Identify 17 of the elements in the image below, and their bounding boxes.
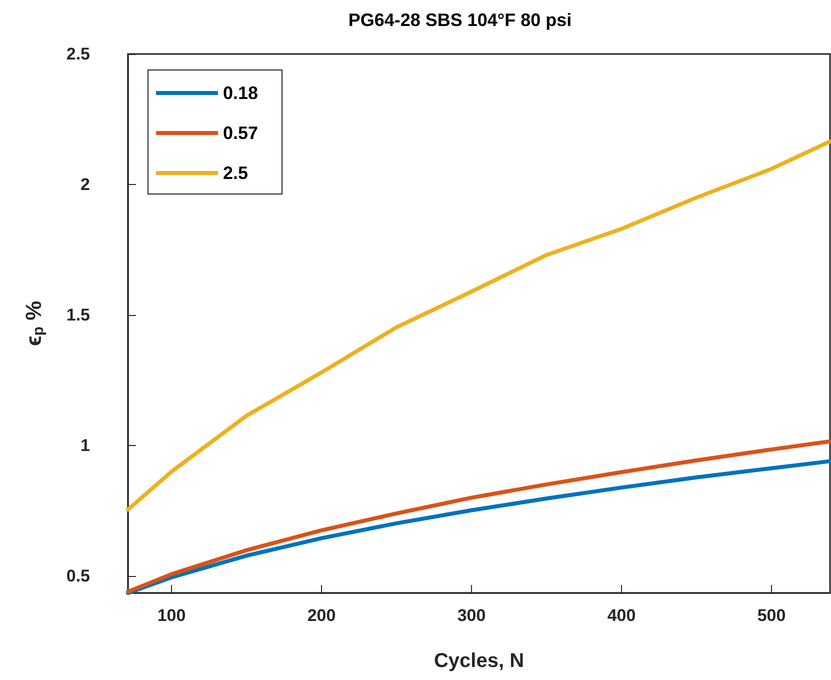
x-tick-label: 300 xyxy=(457,606,486,625)
legend-label: 0.57 xyxy=(223,123,258,143)
x-tick-label: 100 xyxy=(157,606,186,625)
y-tick-label: 2 xyxy=(80,175,90,194)
chart-title: PG64-28 SBS 104°F 80 psi xyxy=(348,10,572,30)
legend-label: 2.5 xyxy=(223,163,248,183)
x-tick-label: 400 xyxy=(607,606,636,625)
x-tick-label: 500 xyxy=(757,606,786,625)
x-axis-title: Cycles, N xyxy=(434,650,524,672)
y-tick-label: 1 xyxy=(80,436,90,456)
y-axis-title: ϵp % xyxy=(21,300,47,346)
y-tick-label: 1.5 xyxy=(66,306,90,325)
y-tick-label: 2.5 xyxy=(66,44,90,64)
y-tick-label: 0.5 xyxy=(66,566,90,586)
x-tick-label: 200 xyxy=(307,606,336,625)
line-series xyxy=(126,139,831,512)
legend-label: 0.18 xyxy=(223,83,258,103)
